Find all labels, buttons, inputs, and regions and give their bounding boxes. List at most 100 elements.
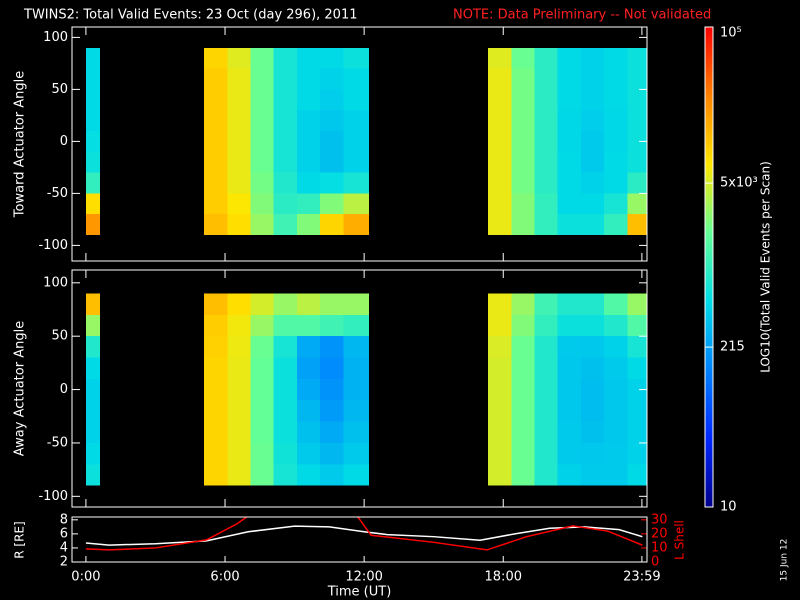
heatmap-cell — [296, 464, 321, 486]
heatmap-cell — [511, 293, 535, 315]
heatmap-cell — [343, 89, 369, 111]
heatmap-cell — [580, 151, 605, 173]
heatmap-cell — [511, 151, 535, 173]
y-tick-label: 2 — [60, 555, 68, 570]
heatmap-cell — [204, 314, 228, 337]
heatmap-cell — [557, 357, 581, 379]
heatmap-cell — [343, 378, 369, 401]
heatmap-cell — [320, 214, 344, 235]
series-line — [85, 517, 643, 551]
heatmap-cell — [320, 151, 344, 173]
heatmap-cell — [534, 214, 558, 235]
heatmap-cell — [488, 214, 512, 235]
heatmap-cell — [85, 172, 100, 194]
heatmap-cell — [250, 293, 274, 315]
panel-frame — [71, 516, 648, 563]
heatmap-cell — [227, 464, 251, 486]
y-axis-label: Toward Actuator Angle — [13, 71, 28, 218]
heatmap-cell — [320, 68, 344, 90]
heatmap-cell — [85, 442, 100, 465]
heatmap-cell — [296, 442, 321, 465]
heatmap-cell — [296, 110, 321, 131]
heatmap-cell — [85, 464, 100, 486]
heatmap-cell — [557, 378, 581, 401]
heatmap-cell — [273, 442, 297, 465]
heatmap-cell — [627, 89, 647, 111]
heatmap-cell — [296, 172, 321, 194]
heatmap-cell — [627, 421, 647, 443]
heatmap-cell — [511, 357, 535, 379]
date-stamp: 15 Jun 12 — [780, 539, 790, 582]
heatmap-cell — [557, 151, 581, 173]
heatmap-cell — [85, 314, 100, 337]
heatmap-cell — [557, 442, 581, 465]
heatmap-cell — [488, 421, 512, 443]
heatmap-cell — [320, 314, 344, 337]
heatmap-cell — [511, 378, 535, 401]
heatmap-cell — [85, 68, 100, 90]
heatmap-cell — [273, 378, 297, 401]
heatmap-cell — [320, 464, 344, 486]
heatmap-cell — [296, 336, 321, 358]
heatmap-cell — [627, 314, 647, 337]
heatmap-cell — [511, 89, 535, 111]
heatmap-cell — [296, 314, 321, 337]
heatmap-cell — [273, 464, 297, 486]
heatmap-cell — [627, 293, 647, 315]
heatmap-cell — [580, 47, 605, 69]
heatmap-cell — [604, 110, 628, 131]
heatmap-cell — [627, 47, 647, 69]
heatmap-cell — [557, 131, 581, 152]
x-tick-label: 23:59 — [623, 570, 660, 585]
heatmap-cell — [580, 293, 605, 315]
heatmap-cell — [85, 151, 100, 173]
heatmap-cell — [85, 378, 100, 401]
colorbar-tick-label: 10⁵ — [720, 26, 742, 41]
heatmap-cell — [604, 214, 628, 235]
title: TWINS2: Total Valid Events: 23 Oct (day … — [23, 8, 358, 23]
heatmap-cell — [511, 68, 535, 90]
heatmap-cell — [343, 68, 369, 90]
panel-frame — [71, 26, 648, 262]
heatmap-cell — [343, 314, 369, 337]
heatmap-cell — [204, 68, 228, 90]
heatmap-cell — [227, 68, 251, 90]
heatmap-cell — [320, 336, 344, 358]
heatmap-cell — [627, 110, 647, 131]
heatmap-cell — [580, 421, 605, 443]
heatmap-cell — [250, 68, 274, 90]
heatmap-cell — [227, 131, 251, 152]
heatmap-cell — [488, 110, 512, 131]
heatmap-cell — [534, 357, 558, 379]
y-tick-label: -50 — [47, 186, 68, 201]
y-tick-label: -100 — [38, 489, 68, 504]
heatmap-cell — [204, 151, 228, 173]
heatmap-cell — [488, 151, 512, 173]
heatmap-cell — [85, 47, 100, 69]
heatmap-cell — [204, 172, 228, 194]
heatmap-cell — [534, 464, 558, 486]
heatmap-cell — [227, 293, 251, 315]
heatmap-cell — [604, 193, 628, 215]
heatmap-cell — [250, 378, 274, 401]
heatmap-cell — [580, 193, 605, 215]
heatmap-cell — [343, 47, 369, 69]
heatmap-cell — [85, 214, 100, 235]
heatmap-cell — [604, 172, 628, 194]
heatmap-cell — [296, 68, 321, 90]
heatmap-cell — [227, 110, 251, 131]
heatmap-cell — [273, 421, 297, 443]
heatmap-cell — [557, 314, 581, 337]
heatmap-cell — [320, 172, 344, 194]
heatmap-cell — [511, 110, 535, 131]
heatmap-cell — [320, 131, 344, 152]
x-tick-label: 12:00 — [345, 570, 382, 585]
heatmap-cell — [85, 131, 100, 152]
y-tick-label: 50 — [51, 82, 68, 97]
heatmap-cell — [250, 193, 274, 215]
y2-tick-label: 10 — [651, 540, 668, 555]
heatmap-cell — [227, 378, 251, 401]
y-tick-label: -100 — [38, 238, 68, 253]
heatmap-cell — [320, 357, 344, 379]
